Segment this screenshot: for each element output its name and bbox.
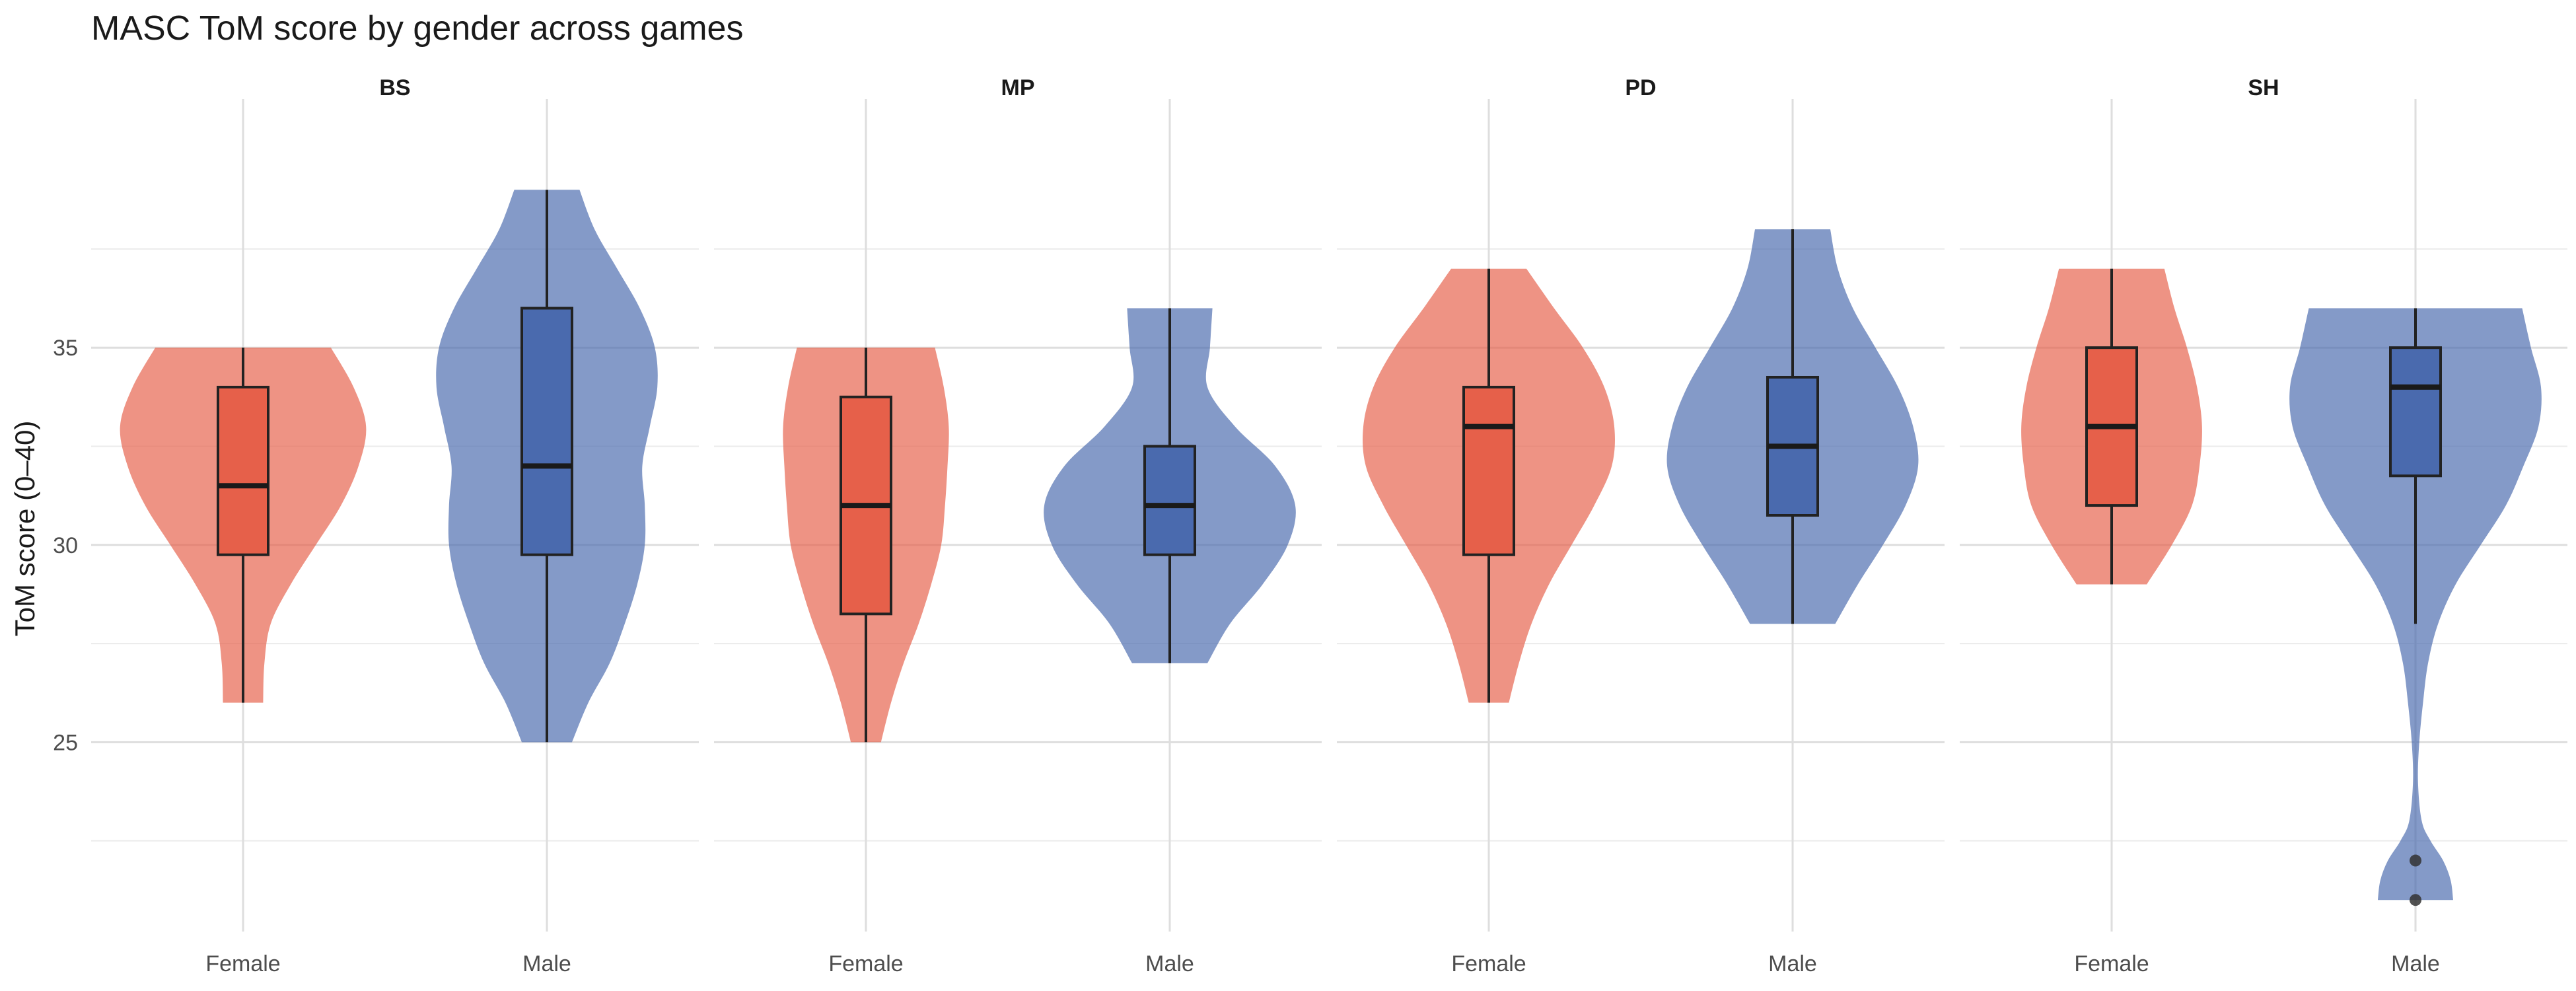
y-tick-label: 35 <box>53 336 78 361</box>
x-tick-label: Male <box>1768 951 1817 976</box>
facet-label-mp: MP <box>1001 75 1035 100</box>
panel-mp: MP Female Male <box>714 75 1322 976</box>
x-tick-label: Female <box>1451 951 1526 976</box>
x-tick-label: Male <box>522 951 571 976</box>
chart-title: MASC ToM score by gender across games <box>91 9 743 48</box>
x-tick-label: Female <box>2074 951 2149 976</box>
outlier-point <box>2410 854 2421 867</box>
outlier-point <box>2410 894 2421 906</box>
panel-bs: BS Female Male <box>91 75 699 976</box>
x-tick-label: Female <box>828 951 903 976</box>
facet-label-pd: PD <box>1625 75 1656 100</box>
x-tick-label: Male <box>1145 951 1194 976</box>
facet-label-sh: SH <box>2248 75 2279 100</box>
panel-pd: PD Female Male <box>1337 75 1945 976</box>
facet-label-bs: BS <box>379 75 410 100</box>
x-tick-label: Female <box>205 951 280 976</box>
panel-sh: SH Female Male <box>1960 75 2567 976</box>
y-axis-label: ToM score (0–40) <box>9 421 40 637</box>
panels-layer: BS Female Male MP Female Male PD Female Male SH Fe… <box>53 75 2567 976</box>
box-pd-female <box>1462 385 1515 556</box>
box-bs-female <box>217 385 269 556</box>
y-tick-label: 30 <box>53 533 78 558</box>
box-sh-male <box>2389 346 2442 478</box>
box-bs-male <box>520 307 573 556</box>
x-tick-label: Male <box>2391 951 2440 976</box>
box-mp-male <box>1143 445 1196 556</box>
y-tick-label: 25 <box>53 730 78 755</box>
